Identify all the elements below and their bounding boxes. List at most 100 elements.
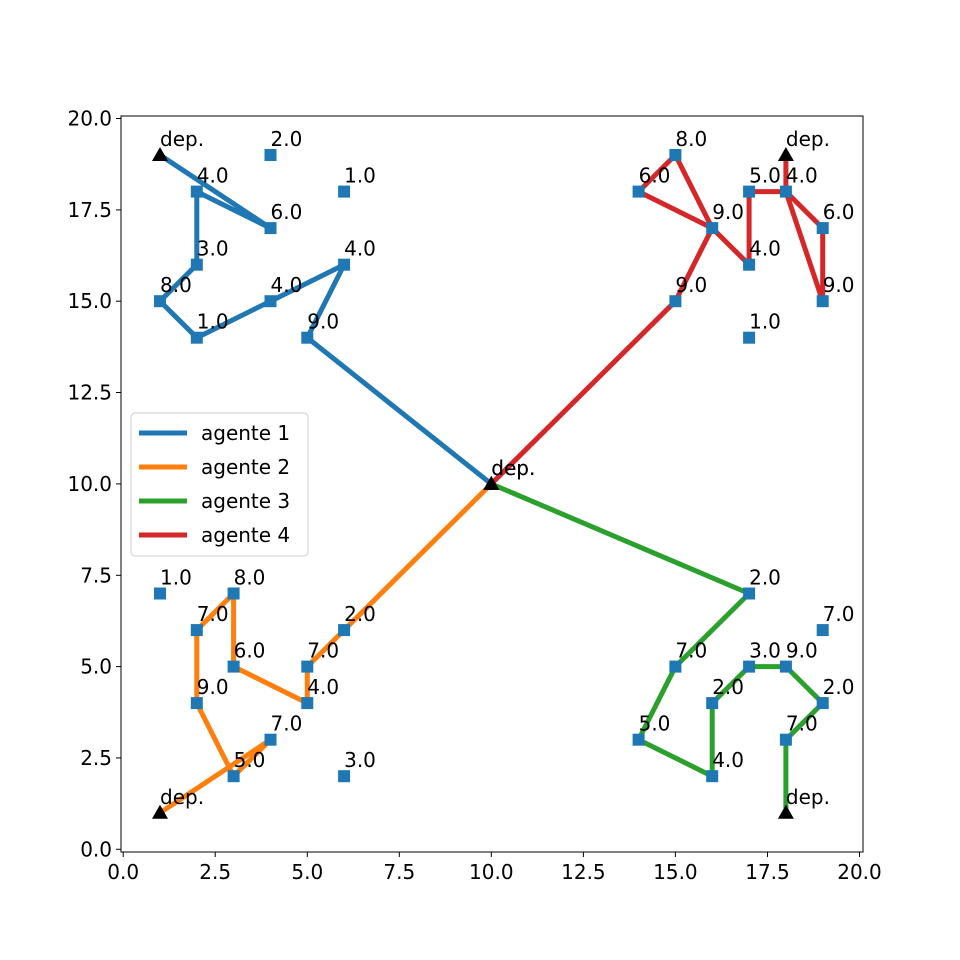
customer-demand-label: 9.0 bbox=[675, 273, 707, 297]
customer-marker bbox=[338, 258, 351, 271]
y-tick-label: 0.0 bbox=[80, 837, 112, 861]
customer-marker bbox=[816, 295, 829, 308]
y-tick-label: 7.5 bbox=[80, 563, 112, 587]
customer-demand-label: 7.0 bbox=[271, 712, 303, 736]
customer-demand-label: 8.0 bbox=[675, 127, 707, 151]
customer-demand-label: 8.0 bbox=[234, 566, 266, 590]
customer-demand-label: 8.0 bbox=[160, 273, 192, 297]
y-tick-label: 17.5 bbox=[67, 198, 112, 222]
customer-marker bbox=[779, 185, 792, 198]
depot-label: dep. bbox=[491, 456, 535, 480]
customer-demand-label: 4.0 bbox=[344, 237, 376, 261]
customer-demand-label: 2.0 bbox=[271, 127, 303, 151]
x-tick-label: 12.5 bbox=[561, 860, 606, 884]
x-tick-label: 20.0 bbox=[837, 860, 882, 884]
x-tick-label: 7.5 bbox=[383, 860, 415, 884]
customer-marker bbox=[816, 697, 829, 710]
x-axis: 0.0 2.5 5.0 7.5 10.0 12.5 15.0 17.5 20.0 bbox=[107, 852, 882, 884]
legend: agente 1 agente 2 agente 3 agente 4 bbox=[130, 412, 309, 557]
legend-box bbox=[130, 412, 309, 557]
customer-demand-label: 4.0 bbox=[197, 164, 229, 188]
customer-demand-label: 1.0 bbox=[160, 566, 192, 590]
customer-marker bbox=[264, 149, 277, 161]
customer-marker bbox=[669, 660, 682, 673]
depot-marker bbox=[777, 804, 794, 819]
customer-demand-label: 9.0 bbox=[786, 639, 818, 663]
customer-marker bbox=[264, 733, 277, 746]
x-tick-label: 15.0 bbox=[653, 860, 698, 884]
customer-demand-label: 1.0 bbox=[749, 310, 781, 334]
customer-marker bbox=[706, 222, 719, 235]
customer-marker bbox=[743, 258, 756, 271]
customer-marker bbox=[190, 258, 203, 271]
customer-marker bbox=[154, 295, 166, 308]
customer-demand-label: 9.0 bbox=[712, 200, 744, 224]
customer-marker bbox=[779, 733, 792, 746]
y-axis: 0.0 2.5 5.0 7.5 10.0 12.5 15.0 17.5 20.0 bbox=[67, 107, 121, 861]
customer-demand-label: 4.0 bbox=[271, 273, 303, 297]
customer-demand-label: 4.0 bbox=[712, 748, 744, 772]
x-tick-label: 2.5 bbox=[199, 860, 231, 884]
customer-marker bbox=[190, 185, 203, 198]
x-tick-label: 5.0 bbox=[291, 860, 323, 884]
customer-marker bbox=[743, 185, 756, 198]
customer-demand-label: 3.0 bbox=[197, 237, 229, 261]
customer-demand-label: 3.0 bbox=[749, 639, 781, 663]
customer-demand-label: 1.0 bbox=[197, 310, 229, 334]
x-tick-label: 17.5 bbox=[745, 860, 790, 884]
legend-label-agente-1: agente 1 bbox=[201, 421, 290, 445]
customer-demand-label: 9.0 bbox=[307, 310, 339, 334]
customer-marker bbox=[706, 770, 719, 783]
y-tick-label: 5.0 bbox=[80, 655, 112, 679]
customer-demand-label: 2.0 bbox=[344, 602, 376, 626]
customer-marker bbox=[190, 331, 203, 344]
customer-demand-label: 2.0 bbox=[712, 675, 744, 699]
depot-marker bbox=[777, 147, 794, 161]
customer-demand-label: 2.0 bbox=[749, 566, 781, 590]
legend-label-agente-3: agente 3 bbox=[201, 489, 290, 513]
customer-marker bbox=[743, 660, 756, 673]
y-tick-label: 10.0 bbox=[67, 472, 112, 496]
customer-marker bbox=[338, 770, 351, 783]
customer-demand-label: 9.0 bbox=[197, 675, 229, 699]
customer-marker bbox=[301, 331, 314, 344]
customer-marker bbox=[669, 149, 682, 161]
customer-demand-label: 4.0 bbox=[786, 164, 818, 188]
point-labels-layer: 2.01.04.06.03.0 4.08.0 4.01.0 9.08.06.0 5.0 4… bbox=[160, 127, 855, 809]
customer-marker bbox=[227, 770, 240, 783]
customer-marker bbox=[264, 222, 277, 235]
customer-marker bbox=[190, 697, 203, 710]
markers-layer bbox=[152, 147, 829, 819]
depot-label: dep. bbox=[786, 127, 830, 151]
customer-marker bbox=[227, 660, 240, 673]
y-tick-label: 15.0 bbox=[67, 289, 112, 313]
customer-marker bbox=[632, 185, 645, 198]
customer-demand-label: 6.0 bbox=[823, 200, 855, 224]
y-tick-label: 2.5 bbox=[80, 746, 112, 770]
depot-label: dep. bbox=[786, 785, 830, 809]
y-tick-label: 12.5 bbox=[67, 381, 112, 405]
depot-label: dep. bbox=[160, 785, 204, 809]
y-tick-label: 20.0 bbox=[67, 107, 112, 131]
x-tick-label: 0.0 bbox=[107, 860, 139, 884]
customer-marker bbox=[264, 295, 277, 308]
customer-demand-label: 7.0 bbox=[675, 639, 707, 663]
customer-demand-label: 7.0 bbox=[823, 602, 855, 626]
depot-label: dep. bbox=[160, 127, 204, 151]
x-tick-label: 10.0 bbox=[469, 860, 514, 884]
customer-marker bbox=[338, 185, 351, 198]
customer-marker bbox=[816, 222, 829, 235]
route-line-agente-1 bbox=[157, 152, 494, 487]
customer-marker bbox=[190, 624, 203, 637]
depot-label: dep. bbox=[491, 456, 535, 480]
customer-marker bbox=[669, 295, 682, 308]
customer-demand-label: 6.0 bbox=[271, 200, 303, 224]
customer-demand-label: 5.0 bbox=[234, 748, 266, 772]
customer-demand-label: 1.0 bbox=[344, 164, 376, 188]
customer-marker bbox=[816, 624, 829, 637]
customer-marker bbox=[338, 624, 351, 637]
customer-marker bbox=[154, 587, 166, 600]
customer-demand-label: 7.0 bbox=[197, 602, 229, 626]
customer-demand-label: 6.0 bbox=[639, 164, 671, 188]
